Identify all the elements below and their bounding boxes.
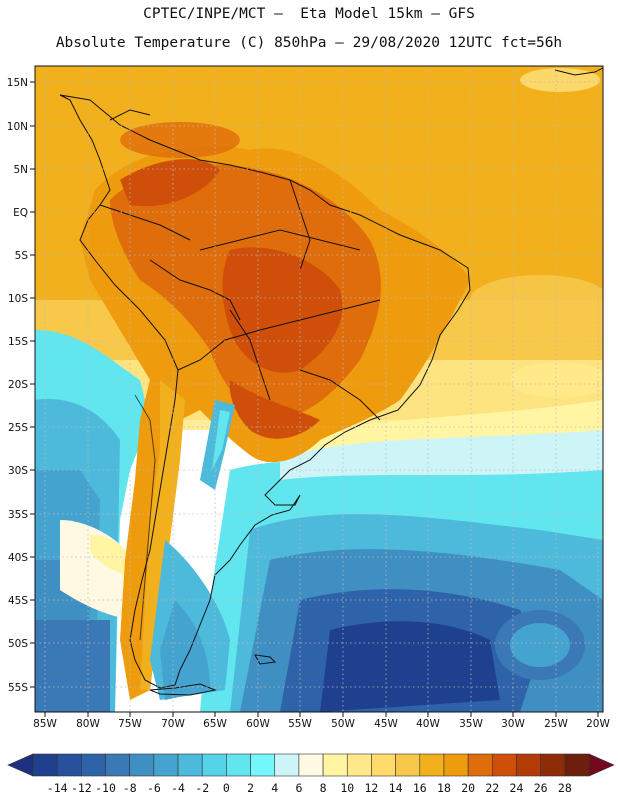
colorbar-label: -14 — [47, 781, 68, 795]
colorbar-cell — [81, 753, 106, 777]
colorbar-cell — [492, 753, 517, 777]
colorbar-cell — [395, 753, 421, 777]
lat-label: 10S — [8, 293, 28, 305]
colorbar-cell — [201, 753, 227, 777]
lat-label: 20S — [8, 379, 28, 391]
colorbar-label: 2 — [247, 781, 254, 795]
latitude-ticks: 15N 10N 5N EQ 5S 10S 15S 20S 25S 30S 35S 40S 45S 50S 5… — [7, 77, 35, 694]
colorbar-cell — [177, 753, 203, 777]
coastlines — [59, 67, 603, 696]
lon-label: 20W — [586, 718, 610, 730]
lon-label: 25W — [544, 718, 568, 730]
title-line-1: CPTEC/INPE/MCT – Eta Model 15km – GFS — [143, 6, 475, 22]
colorbar-over-arrow — [588, 753, 615, 777]
colorbar-cell — [153, 753, 179, 777]
lon-label: 60W — [246, 718, 270, 730]
colorbar-label: 26 — [534, 781, 548, 795]
colorbar-cell — [56, 753, 82, 777]
lat-label: 25S — [8, 422, 28, 434]
graticule — [35, 66, 603, 712]
colorbar-label: 0 — [223, 781, 230, 795]
colorbar-labels: -14 -12 -10 -8 -6 -4 -2 0 2 4 6 8 10 12 14 16 18 20 22 24 26… — [47, 781, 572, 795]
lat-label: 55S — [8, 682, 28, 694]
lat-label: EQ — [13, 207, 28, 219]
colorbar-label: -6 — [147, 781, 161, 795]
lon-label: 50W — [331, 718, 355, 730]
colorbar-cell — [322, 753, 348, 777]
colorbar-label: 10 — [340, 781, 354, 795]
longitude-ticks: 85W 80W 75W 70W 65W 60W 55W 50W 45W 40W 35W 30W 25W 2… — [33, 712, 610, 730]
lat-label: 5S — [15, 250, 29, 262]
temperature-map: 15N 10N 5N EQ 5S 10S 15S 20S 25S 30S 35S 40S 45S 50S 5… — [7, 65, 610, 730]
lon-label: 70W — [161, 718, 185, 730]
temperature-field — [35, 66, 603, 712]
lat-label: 10N — [7, 121, 28, 133]
lon-label: 80W — [76, 718, 100, 730]
lon-label: 40W — [416, 718, 440, 730]
colorbar-cell — [467, 753, 493, 777]
colorbar-label: 8 — [320, 781, 327, 795]
colorbar-cell — [419, 753, 445, 777]
lon-label: 85W — [33, 718, 57, 730]
colorbar-label: 6 — [295, 781, 302, 795]
lon-label: 35W — [459, 718, 483, 730]
colorbar-label: 24 — [510, 781, 524, 795]
colorbar-label: 14 — [389, 781, 403, 795]
map-frame — [34, 65, 604, 713]
colorbar-cell — [274, 753, 300, 777]
colorbar-label: 20 — [461, 781, 475, 795]
lat-label: 5N — [13, 164, 28, 176]
colorbar-label: -2 — [195, 781, 209, 795]
colorbar-cell — [250, 753, 276, 777]
colorbar-label: -8 — [123, 781, 137, 795]
colorbar-cell — [516, 753, 541, 777]
lon-label: 65W — [203, 718, 227, 730]
colorbar-cell — [540, 753, 566, 777]
lat-label: 50S — [8, 638, 28, 650]
lat-label: 15N — [7, 77, 28, 89]
lat-label: 35S — [8, 509, 28, 521]
lon-label: 30W — [501, 718, 525, 730]
colorbar-label: 28 — [558, 781, 572, 795]
colorbar-label: 22 — [485, 781, 499, 795]
colorbar-cell — [105, 753, 130, 777]
title-line-2: Absolute Temperature (C) 850hPa – 29/08/… — [55, 35, 563, 51]
colorbar-label: -4 — [171, 781, 185, 795]
lon-label: 75W — [118, 718, 142, 730]
colorbar: -14 -12 -10 -8 -6 -4 -2 0 2 4 6 8 10 12 14 16 18 20 22 24 26… — [7, 753, 615, 795]
colorbar-cells — [7, 753, 615, 777]
colorbar-label: 4 — [271, 781, 278, 795]
colorbar-label: 18 — [437, 781, 451, 795]
lat-label: 40S — [8, 552, 28, 564]
lon-label: 45W — [374, 718, 398, 730]
colorbar-cell — [298, 753, 324, 777]
lat-label: 30S — [8, 465, 28, 477]
colorbar-cell — [32, 753, 58, 777]
colorbar-label: 16 — [413, 781, 427, 795]
colorbar-label: -10 — [95, 781, 116, 795]
colorbar-cell — [129, 753, 155, 777]
lat-label: 15S — [8, 336, 28, 348]
lon-label: 55W — [288, 718, 312, 730]
colorbar-cell — [371, 753, 396, 777]
colorbar-under-arrow — [7, 753, 34, 777]
colorbar-cell — [226, 753, 251, 777]
lat-label: 45S — [8, 595, 28, 607]
colorbar-cell — [346, 753, 372, 777]
colorbar-label: 12 — [365, 781, 379, 795]
colorbar-cell — [443, 753, 469, 777]
colorbar-cell — [564, 753, 590, 777]
colorbar-label: -12 — [71, 781, 92, 795]
